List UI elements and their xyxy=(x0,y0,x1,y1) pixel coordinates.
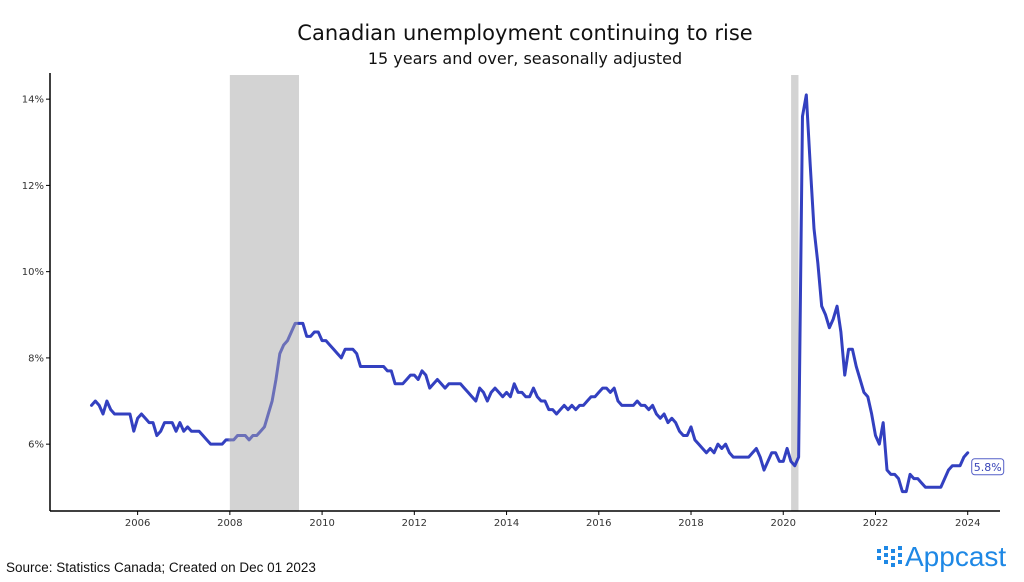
source-note: Source: Statistics Canada; Created on De… xyxy=(6,560,316,575)
series-line-recession-segment xyxy=(228,321,301,442)
y-tick-label: 8% xyxy=(28,353,44,364)
series-line-segment xyxy=(297,93,970,494)
recession-shading xyxy=(229,75,799,511)
appcast-logo-text: Appcast xyxy=(905,541,1006,572)
y-tick-label: 14% xyxy=(22,95,44,106)
appcast-logo-icon xyxy=(877,546,902,567)
x-tick-label: 2006 xyxy=(125,518,150,529)
chart-subtitle: 15 years and over, seasonally adjusted xyxy=(368,49,682,68)
chart-title: Canadian unemployment continuing to rise xyxy=(297,21,752,45)
axes: 6% 8% 10% 12% 14% 2006 2008 2010 2012 2014 2016 201… xyxy=(22,73,1000,529)
x-tick-label: 2008 xyxy=(217,518,242,529)
y-tick-label: 10% xyxy=(22,267,44,278)
appcast-logo: Appcast xyxy=(877,541,1006,572)
series-line-segment xyxy=(90,399,232,446)
x-tick-label: 2016 xyxy=(586,518,611,529)
x-tick-label: 2018 xyxy=(678,518,703,529)
recession-band xyxy=(791,75,799,511)
x-tick-label: 2020 xyxy=(771,518,796,529)
x-tick-label: 2014 xyxy=(494,518,519,529)
x-tick-label: 2012 xyxy=(402,518,427,529)
end-label-text: 5.8% xyxy=(974,461,1002,474)
x-tick-label: 2010 xyxy=(309,518,334,529)
x-tick-label: 2022 xyxy=(863,518,888,529)
series-line xyxy=(90,93,970,494)
end-label-box xyxy=(971,458,1005,476)
y-tick-label: 12% xyxy=(22,181,44,192)
recession-band xyxy=(229,75,300,511)
y-tick-label: 6% xyxy=(28,440,44,451)
end-label: 5.8% xyxy=(971,458,1005,476)
x-tick-label: 2024 xyxy=(955,518,980,529)
